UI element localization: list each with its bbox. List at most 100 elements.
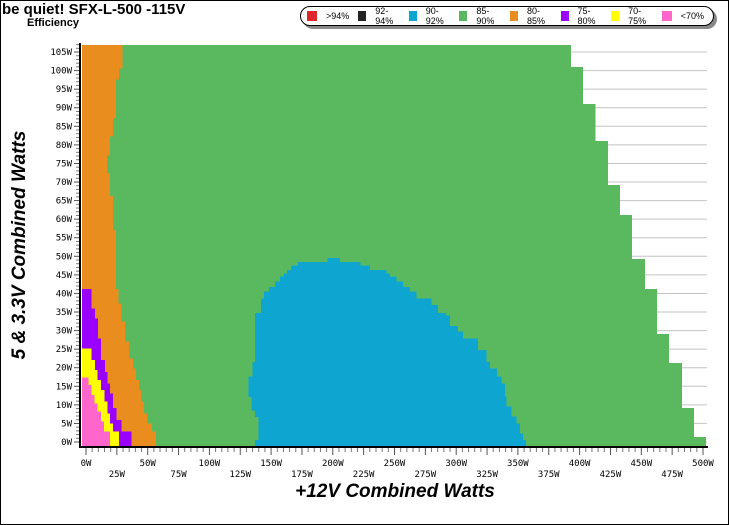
x-tick-label: 350W: [507, 459, 529, 469]
x-tick-label: 500W: [692, 459, 714, 469]
legend-item-80-85: 80-85%: [510, 6, 552, 26]
legend-label: 92-94%: [375, 6, 394, 26]
x-tick-label: 400W: [569, 459, 591, 469]
region-band-9092: [255, 410, 512, 418]
region-band-9092: [248, 383, 505, 398]
region-band-9092: [327, 257, 340, 263]
region-band-70: [82, 411, 102, 423]
region-band-7580: [82, 288, 92, 309]
region-band-9092: [248, 376, 502, 384]
region-band-70: [82, 385, 92, 396]
y-tick-label: 0W: [61, 438, 72, 448]
chart-title: be quiet! SFX-L-500 -115V: [2, 1, 186, 18]
legend: >94% 92-94% 90-92% 85-90% 80-85% 75-80% …: [300, 6, 714, 26]
region-band-8590: [82, 141, 608, 186]
region-band-9092: [284, 273, 391, 278]
region-band-8085: [82, 196, 114, 231]
region-band-9092: [258, 416, 517, 424]
region-band-9092: [251, 396, 507, 408]
legend-swatch: [358, 11, 367, 21]
y-tick-label: 5W: [61, 419, 72, 429]
y-tick-label: 25W: [56, 345, 73, 355]
legend-swatch: [560, 11, 569, 21]
y-tick-label: 55W: [56, 234, 73, 244]
region-band-70: [82, 395, 95, 404]
y-tick-label: 35W: [56, 308, 73, 318]
y-tick-label: 45W: [56, 271, 73, 281]
region-band-9092: [279, 276, 397, 283]
region-band-70: [82, 403, 98, 413]
region-band-8085: [82, 154, 107, 174]
region-band-7580: [82, 318, 98, 339]
region-band-9092: [255, 349, 487, 363]
region-band-9092: [251, 406, 512, 411]
legend-swatch: [510, 11, 518, 21]
y-tick-label: 90W: [56, 104, 73, 114]
legend-item-75-80: 75-80%: [560, 6, 603, 26]
region-band-9092: [255, 338, 479, 351]
region-band-8085: [82, 358, 134, 369]
region-band-70: [82, 377, 89, 386]
x-tick-label: 75W: [170, 470, 187, 480]
region-band-8085: [82, 173, 110, 197]
legend-label: 75-80%: [577, 6, 596, 26]
region-band-9092: [252, 368, 498, 378]
region-band-8590: [82, 184, 620, 216]
legend-label: 70-75%: [628, 6, 647, 26]
region-band-7580: [82, 308, 96, 319]
legend-item-85-90: 85-90%: [459, 6, 501, 26]
region-band-9092: [258, 433, 523, 441]
x-tick-label: 250W: [384, 459, 406, 469]
region-band-8085: [82, 379, 139, 391]
region-band-9092: [255, 331, 463, 339]
legend-swatch: [307, 11, 317, 21]
x-tick-label: 175W: [291, 470, 313, 480]
region-band-9092: [298, 261, 361, 267]
y-tick-label: 65W: [56, 197, 73, 207]
region-band-9092: [287, 270, 387, 274]
y-tick-label: 95W: [56, 85, 73, 95]
region-band-70: [82, 431, 110, 447]
region-band-9092: [255, 440, 527, 447]
region-band-9092: [258, 423, 520, 434]
x-tick-label: 25W: [109, 470, 126, 480]
region-band-7075: [82, 369, 98, 381]
y-axis-title: 5 & 3.3V Combined Watts: [9, 130, 30, 360]
region-band-9092: [255, 315, 450, 327]
y-tick-label: 15W: [56, 382, 73, 392]
y-tick-label: 50W: [56, 252, 73, 262]
legend-swatch: [611, 11, 620, 21]
region-band-9092: [275, 281, 404, 288]
region-band-8590: [82, 66, 584, 105]
region-band-7075: [82, 348, 92, 361]
x-tick-label: 50W: [140, 459, 157, 469]
region-band-8085: [82, 79, 116, 119]
region-band-9092: [260, 298, 432, 306]
y-tick-label: 80W: [56, 141, 73, 151]
region-band-9092: [255, 325, 458, 333]
x-tick-label: 475W: [661, 470, 683, 480]
legend-label: <70%: [680, 11, 705, 21]
region-band-9092: [255, 313, 446, 317]
y-tick-label: 75W: [56, 159, 73, 169]
x-tick-label: 125W: [229, 470, 251, 480]
legend-label: 85-90%: [476, 6, 495, 26]
legend-label: 80-85%: [526, 6, 545, 26]
legend-label: 90-92%: [425, 6, 444, 26]
x-tick-label: 425W: [600, 470, 622, 480]
x-tick-label: 450W: [630, 459, 652, 469]
legend-swatch: [661, 11, 672, 21]
region-band-8590: [82, 215, 633, 260]
region-band-8085: [82, 229, 116, 290]
legend-item-92-94: 92-94%: [358, 6, 400, 26]
y-tick-label: 20W: [56, 364, 73, 374]
x-tick-label: 300W: [445, 459, 467, 469]
region-band-8085: [82, 118, 114, 137]
x-tick-label: 0W: [81, 459, 92, 469]
x-axis-title: +12V Combined Watts: [295, 481, 495, 502]
region-band-9092: [290, 265, 370, 271]
chart-subtitle: Efficiency: [27, 17, 79, 29]
region-band-9092: [269, 286, 411, 293]
legend-item-lt70: <70%: [661, 11, 705, 21]
